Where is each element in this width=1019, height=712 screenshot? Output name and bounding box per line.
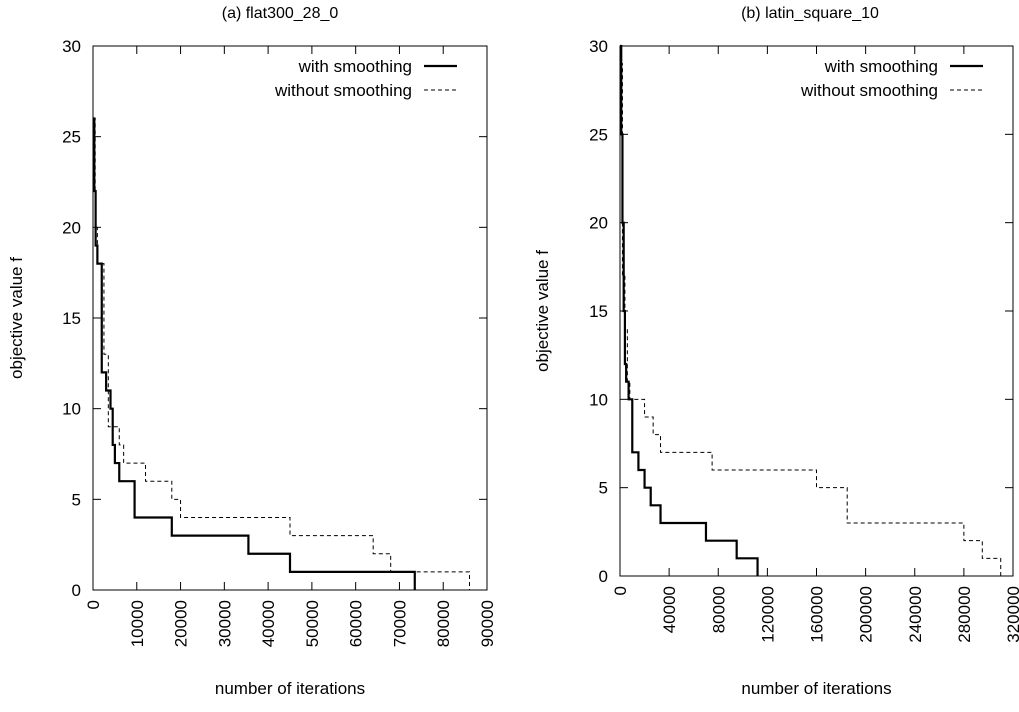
x-tick-label: 40000 xyxy=(660,586,679,633)
y-axis-label: objective value f xyxy=(533,250,552,372)
y-tick-label: 25 xyxy=(62,128,81,147)
legend-label: without smoothing xyxy=(274,81,412,100)
legend: with smoothing without smoothing xyxy=(800,57,983,100)
plot-frame xyxy=(92,45,488,591)
series-group xyxy=(93,117,470,590)
chart-title: (b) latin_square_10 xyxy=(741,5,879,22)
x-tick-label: 280000 xyxy=(955,586,974,643)
chart-panel-flat300: (a) flat300_28_0 objective value f numbe… xyxy=(7,5,497,698)
y-tick-label: 15 xyxy=(62,309,81,328)
legend-label: without smoothing xyxy=(800,81,938,100)
y-tick-label: 0 xyxy=(599,567,608,586)
x-tick-label: 50000 xyxy=(303,600,322,647)
x-axis-label: number of iterations xyxy=(215,679,365,698)
x-tick-label: 40000 xyxy=(259,600,278,647)
plot-frame xyxy=(619,45,1014,577)
series-without-smoothing xyxy=(93,118,470,590)
y-tick-label: 0 xyxy=(72,581,81,600)
x-tick-label: 80000 xyxy=(434,600,453,647)
legend-label: with smoothing xyxy=(824,57,938,76)
x-tick-label: 0 xyxy=(611,586,630,595)
x-tick-label: 320000 xyxy=(1004,586,1019,643)
x-tick-label: 160000 xyxy=(808,586,827,643)
y-tick-label: 10 xyxy=(589,390,608,409)
x-tick-label: 120000 xyxy=(758,586,777,643)
x-tick-label: 200000 xyxy=(857,586,876,643)
y-tick-label: 30 xyxy=(62,37,81,56)
x-tick-label: 70000 xyxy=(390,600,409,647)
y-tick-label: 5 xyxy=(599,479,608,498)
series-without-smoothing xyxy=(620,63,1002,576)
x-tick-label: 0 xyxy=(84,600,103,609)
x-axis-label: number of iterations xyxy=(741,679,891,698)
chart-title: (a) flat300_28_0 xyxy=(222,5,339,22)
x-tick-label: 240000 xyxy=(906,586,925,643)
x-tick-label: 90000 xyxy=(478,600,497,647)
series-with-smoothing xyxy=(620,44,759,576)
y-tick-label: 15 xyxy=(589,302,608,321)
y-tick-label: 5 xyxy=(72,490,81,509)
y-tick-label: 20 xyxy=(62,218,81,237)
x-tick-label: 20000 xyxy=(172,600,191,647)
legend: with smoothing without smoothing xyxy=(274,57,457,100)
chart-panel-latin-square: (b) latin_square_10 objective value f nu… xyxy=(533,5,1019,698)
series-with-smoothing xyxy=(93,117,416,590)
y-tick-label: 25 xyxy=(589,125,608,144)
x-tick-label: 60000 xyxy=(347,600,366,647)
series-group xyxy=(620,44,1002,576)
y-tick-label: 20 xyxy=(589,214,608,233)
axes: 0 5 10 15 20 25 30 0 10000 20000 30000 40000 50000 60… xyxy=(62,37,497,647)
y-tick-label: 10 xyxy=(62,400,81,419)
x-tick-label: 30000 xyxy=(215,600,234,647)
y-axis-label: objective value f xyxy=(7,257,26,379)
axes: 0 5 10 15 20 25 30 0 40000 80000 120000 160000 20000… xyxy=(589,37,1019,643)
legend-label: with smoothing xyxy=(298,57,412,76)
x-tick-label: 80000 xyxy=(709,586,728,633)
y-tick-label: 30 xyxy=(589,37,608,56)
x-tick-label: 10000 xyxy=(128,600,147,647)
